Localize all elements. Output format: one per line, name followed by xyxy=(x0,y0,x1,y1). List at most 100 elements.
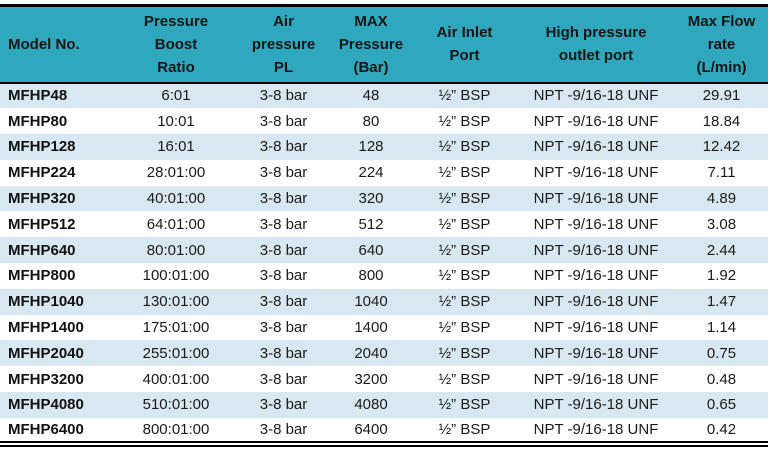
cell-outlet: NPT -9/16-18 UNF xyxy=(517,211,675,238)
column-header-line: High pressure xyxy=(545,24,647,42)
column-header-line: Model No. xyxy=(8,35,80,53)
cell-outlet: NPT -9/16-18 UNF xyxy=(517,185,675,212)
cell-ratio: 16:01 xyxy=(115,134,237,160)
cell-inlet: ½” BSP xyxy=(412,263,517,289)
cell-air_pressure: 3-8 bar xyxy=(237,108,330,135)
cell-model: MFHP128 xyxy=(0,134,115,160)
cell-outlet: NPT -9/16-18 UNF xyxy=(517,366,675,393)
cell-inlet: ½” BSP xyxy=(412,108,517,135)
cell-air_pressure: 3-8 bar xyxy=(237,392,330,418)
column-header-line: Pressure xyxy=(338,35,404,53)
cell-inlet: ½” BSP xyxy=(412,314,517,341)
cell-ratio: 510:01:00 xyxy=(115,392,237,418)
cell-model: MFHP3200 xyxy=(0,366,115,393)
cell-inlet: ½” BSP xyxy=(412,417,517,444)
column-header-model: Model No. xyxy=(0,5,115,84)
column-header-line: Pressure xyxy=(143,12,209,30)
cell-inlet: ½” BSP xyxy=(412,237,517,264)
cell-model: MFHP640 xyxy=(0,237,115,264)
cell-model: MFHP320 xyxy=(0,185,115,212)
cell-air_pressure: 3-8 bar xyxy=(237,211,330,238)
spec-table: Model No. Pressure Boost Ratio Air pressure PL… xyxy=(0,4,768,447)
cell-outlet: NPT -9/16-18 UNF xyxy=(517,82,675,109)
spec-table-body: MFHP48 6:01 3-8 bar 48 ½” BSP NPT -9/16-18 UN… xyxy=(0,82,768,444)
cell-max_pressure: 4080 xyxy=(330,392,412,418)
cell-ratio: 6:01 xyxy=(115,82,237,109)
column-header-line: pressure xyxy=(251,35,316,53)
cell-inlet: ½” BSP xyxy=(412,288,517,315)
cell-ratio: 64:01:00 xyxy=(115,211,237,238)
table-row: MFHP48 6:01 3-8 bar 48 ½” BSP NPT -9/16-18 UN… xyxy=(0,82,768,109)
cell-max_pressure: 2040 xyxy=(330,340,412,367)
cell-ratio: 10:01 xyxy=(115,108,237,135)
cell-air_pressure: 3-8 bar xyxy=(237,159,330,186)
cell-flow: 1.92 xyxy=(675,263,768,289)
column-header-line: PL xyxy=(273,58,294,76)
column-header-line: Boost xyxy=(154,35,198,53)
cell-max_pressure: 512 xyxy=(330,211,412,238)
cell-inlet: ½” BSP xyxy=(412,134,517,160)
cell-air_pressure: 3-8 bar xyxy=(237,417,330,444)
cell-air_pressure: 3-8 bar xyxy=(237,288,330,315)
cell-flow: 3.08 xyxy=(675,211,768,238)
column-header-line: MAX xyxy=(354,12,388,30)
table-row: MFHP128 16:01 3-8 bar 128 ½” BSP NPT -9/16-18… xyxy=(0,134,768,160)
cell-flow: 2.44 xyxy=(675,237,768,264)
header-row: Model No. Pressure Boost Ratio Air pressure PL… xyxy=(0,5,768,84)
cell-outlet: NPT -9/16-18 UNF xyxy=(517,314,675,341)
cell-ratio: 40:01:00 xyxy=(115,185,237,212)
cell-outlet: NPT -9/16-18 UNF xyxy=(517,288,675,315)
cell-outlet: NPT -9/16-18 UNF xyxy=(517,108,675,135)
cell-outlet: NPT -9/16-18 UNF xyxy=(517,417,675,444)
table-row: MFHP640 80:01:00 3-8 bar 640 ½” BSP NPT -9/16… xyxy=(0,237,768,264)
cell-max_pressure: 6400 xyxy=(330,417,412,444)
cell-air_pressure: 3-8 bar xyxy=(237,263,330,289)
cell-inlet: ½” BSP xyxy=(412,82,517,109)
cell-air_pressure: 3-8 bar xyxy=(237,134,330,160)
cell-flow: 7.11 xyxy=(675,159,768,186)
cell-flow: 0.48 xyxy=(675,366,768,393)
cell-air_pressure: 3-8 bar xyxy=(237,237,330,264)
cell-max_pressure: 128 xyxy=(330,134,412,160)
column-header-inlet: Air Inlet Port xyxy=(412,5,517,84)
column-header-line: Ratio xyxy=(157,58,195,76)
cell-flow: 1.14 xyxy=(675,314,768,341)
cell-air_pressure: 3-8 bar xyxy=(237,366,330,393)
cell-outlet: NPT -9/16-18 UNF xyxy=(517,159,675,186)
cell-ratio: 100:01:00 xyxy=(115,263,237,289)
column-header-line: Max Flow xyxy=(687,12,756,30)
column-header-flow: Max Flow rate (L/min) xyxy=(675,5,768,84)
column-header-air_pressure: Air pressure PL xyxy=(237,5,330,84)
cell-outlet: NPT -9/16-18 UNF xyxy=(517,340,675,367)
column-header-outlet: High pressure outlet port xyxy=(517,5,675,84)
cell-outlet: NPT -9/16-18 UNF xyxy=(517,392,675,418)
cell-air_pressure: 3-8 bar xyxy=(237,82,330,109)
cell-outlet: NPT -9/16-18 UNF xyxy=(517,237,675,264)
cell-inlet: ½” BSP xyxy=(412,392,517,418)
cell-model: MFHP2040 xyxy=(0,340,115,367)
cell-flow: 18.84 xyxy=(675,108,768,135)
cell-inlet: ½” BSP xyxy=(412,366,517,393)
cell-inlet: ½” BSP xyxy=(412,159,517,186)
cell-flow: 12.42 xyxy=(675,134,768,160)
cell-inlet: ½” BSP xyxy=(412,340,517,367)
table-row: MFHP6400 800:01:00 3-8 bar 6400 ½” BSP NPT -9… xyxy=(0,417,768,444)
cell-max_pressure: 80 xyxy=(330,108,412,135)
table-row: MFHP1040 130:01:00 3-8 bar 1040 ½” BSP NPT -9… xyxy=(0,288,768,315)
cell-model: MFHP4080 xyxy=(0,392,115,418)
cell-outlet: NPT -9/16-18 UNF xyxy=(517,134,675,160)
column-header-line: outlet port xyxy=(558,47,634,65)
cell-flow: 0.42 xyxy=(675,417,768,444)
cell-air_pressure: 3-8 bar xyxy=(237,185,330,212)
column-header-line: rate xyxy=(707,35,736,53)
cell-model: MFHP1400 xyxy=(0,314,115,341)
cell-ratio: 800:01:00 xyxy=(115,417,237,444)
cell-ratio: 130:01:00 xyxy=(115,288,237,315)
cell-outlet: NPT -9/16-18 UNF xyxy=(517,263,675,289)
table-row: MFHP320 40:01:00 3-8 bar 320 ½” BSP NPT -9/16… xyxy=(0,185,768,212)
cell-max_pressure: 800 xyxy=(330,263,412,289)
table-row: MFHP512 64:01:00 3-8 bar 512 ½” BSP NPT -9/16… xyxy=(0,211,768,238)
cell-model: MFHP1040 xyxy=(0,288,115,315)
cell-flow: 0.65 xyxy=(675,392,768,418)
